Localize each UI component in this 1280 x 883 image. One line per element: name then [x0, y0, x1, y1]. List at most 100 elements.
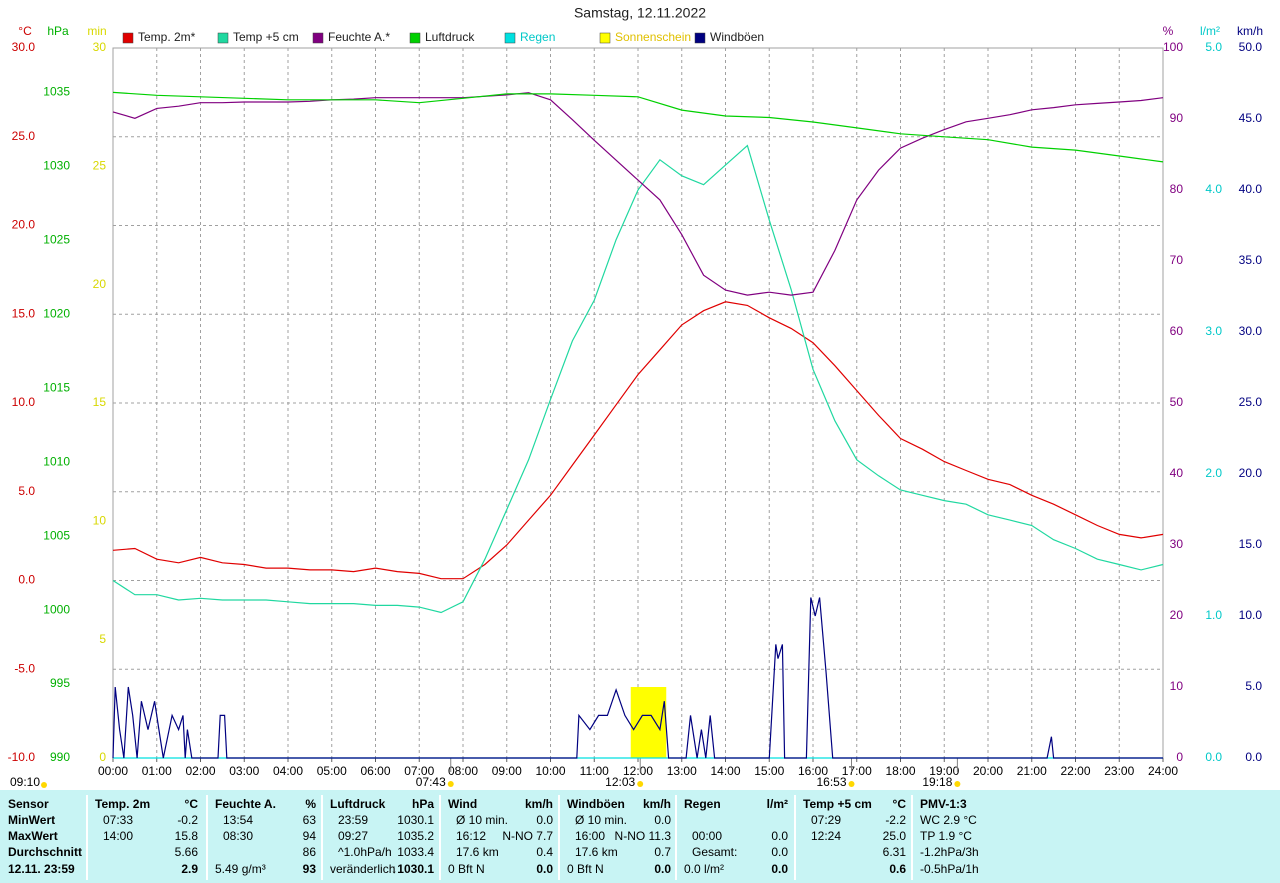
- column-header: Luftdruck: [330, 797, 386, 811]
- y-tick-label: 30: [93, 40, 107, 54]
- y-tick-label: 60: [1170, 324, 1184, 338]
- axis-unit-label: °C: [18, 24, 32, 38]
- x-tick-label: 18:00: [885, 764, 915, 778]
- y-tick-label: 40: [1170, 466, 1184, 480]
- y-tick-label: 1020: [43, 306, 70, 320]
- cell-left: 14:00: [103, 829, 133, 843]
- cell-value: 93: [303, 862, 317, 876]
- cell-left: 12:24: [811, 829, 841, 843]
- cell-value: 1033.4: [397, 845, 434, 859]
- series-line: [112, 91, 1164, 163]
- column-header: Regen: [684, 797, 721, 811]
- y-tick-label: 15.0: [1239, 537, 1263, 551]
- column-header: Windböen: [567, 797, 625, 811]
- sunshine-bar: [644, 687, 649, 758]
- legend-swatch: [122, 32, 134, 44]
- legend-label: Temp +5 cm: [233, 30, 299, 44]
- cell-left: 0 Bft N: [567, 862, 604, 876]
- sun-icon: [447, 781, 454, 787]
- y-tick-label: 2.0: [1205, 466, 1222, 480]
- cell-left: 16:00: [575, 829, 605, 843]
- legend-label: Luftdruck: [425, 30, 475, 44]
- cell-value: -0.2: [177, 813, 198, 827]
- y-tick-label: 0.0: [18, 573, 35, 587]
- axis-unit-label: l/m²: [1200, 24, 1220, 38]
- y-tick-label: 5.0: [18, 484, 35, 498]
- cell-value: 0.4: [536, 845, 553, 859]
- sun-icon: [637, 781, 644, 787]
- cell-left: Gesamt:: [692, 845, 737, 859]
- legend-label: Windböen: [710, 30, 764, 44]
- cell-left: 17.6 km: [456, 845, 499, 859]
- time-label: 12:03: [605, 775, 635, 789]
- cell-value: 0.0: [771, 862, 788, 876]
- cell-left: -1.2hPa/3h: [920, 845, 979, 859]
- y-tick-label: 35.0: [1239, 253, 1263, 267]
- y-tick-label: 90: [1170, 111, 1184, 125]
- cell-value: 0.0: [536, 813, 553, 827]
- cell-left: Ø 10 min.: [575, 813, 627, 827]
- cell-left: Ø 10 min.: [456, 813, 508, 827]
- cell-value: 63: [303, 813, 317, 827]
- x-tick-label: 23:00: [1104, 764, 1134, 778]
- row-label: Sensor: [8, 797, 49, 811]
- y-tick-label: 40.0: [1239, 182, 1263, 196]
- moon-label: 09:10: [10, 775, 40, 789]
- x-tick-label: 04:00: [273, 764, 303, 778]
- cell-value: 25.0: [883, 829, 907, 843]
- column-header: Wind: [448, 797, 477, 811]
- y-tick-label: 1010: [43, 454, 70, 468]
- cell-value: 0.0: [654, 813, 671, 827]
- y-tick-label: 10: [93, 514, 107, 528]
- y-tick-label: 0.0: [1245, 750, 1262, 764]
- cell-value: 1030.1: [397, 813, 434, 827]
- column-header: PMV-1:3: [920, 797, 967, 811]
- legend-swatch: [694, 32, 706, 44]
- sunshine-bar: [655, 687, 660, 758]
- y-tick-label: 1015: [43, 380, 70, 394]
- sunshine-bar: [648, 687, 653, 758]
- y-tick-label: 45.0: [1239, 111, 1263, 125]
- series-line: [112, 597, 1163, 759]
- y-tick-label: 1005: [43, 528, 70, 542]
- column-header: Temp +5 cm: [803, 797, 872, 811]
- legend-swatch: [217, 32, 229, 44]
- y-tick-label: 5.0: [1245, 679, 1262, 693]
- y-tick-label: 20: [1170, 608, 1184, 622]
- cell-value: 0.0: [654, 862, 671, 876]
- row-label: MinWert: [8, 813, 55, 827]
- cell-left: 16:12: [456, 829, 486, 843]
- y-tick-label: 30.0: [12, 40, 36, 54]
- column-unit: l/m²: [767, 797, 788, 811]
- cell-left: 17.6 km: [575, 845, 618, 859]
- x-tick-label: 09:00: [492, 764, 522, 778]
- y-tick-label: 20: [93, 277, 107, 291]
- cell-value: 0.0: [771, 845, 788, 859]
- cell-left: ^1.0hPa/h: [338, 845, 392, 859]
- legend-label: Feuchte A.*: [328, 30, 390, 44]
- x-tick-label: 24:00: [1148, 764, 1178, 778]
- column-unit: km/h: [525, 797, 553, 811]
- time-label: 19:18: [922, 775, 952, 789]
- sunshine-bar: [641, 687, 646, 758]
- x-tick-label: 01:00: [142, 764, 172, 778]
- y-tick-label: 0: [1176, 750, 1183, 764]
- x-tick-label: 07:00: [404, 764, 434, 778]
- y-tick-label: 20.0: [12, 218, 36, 232]
- time-label: 07:43: [416, 775, 446, 789]
- y-tick-label: 990: [50, 750, 70, 764]
- cell-value: ↓1030.1: [391, 862, 434, 876]
- sunshine-bar: [630, 687, 635, 758]
- cell-left: veränderlich: [330, 862, 395, 876]
- series-line: [112, 301, 1164, 580]
- cell-value: -2.2: [885, 813, 906, 827]
- column-unit: km/h: [643, 797, 671, 811]
- column-unit: hPa: [412, 797, 434, 811]
- axis-unit-label: km/h: [1237, 24, 1263, 38]
- x-tick-label: 20:00: [973, 764, 1003, 778]
- y-tick-label: 15.0: [12, 306, 36, 320]
- x-tick-label: 15:00: [754, 764, 784, 778]
- cell-left: 00:00: [692, 829, 722, 843]
- y-tick-label: 100: [1163, 40, 1183, 54]
- axis-unit-label: hPa: [47, 24, 69, 38]
